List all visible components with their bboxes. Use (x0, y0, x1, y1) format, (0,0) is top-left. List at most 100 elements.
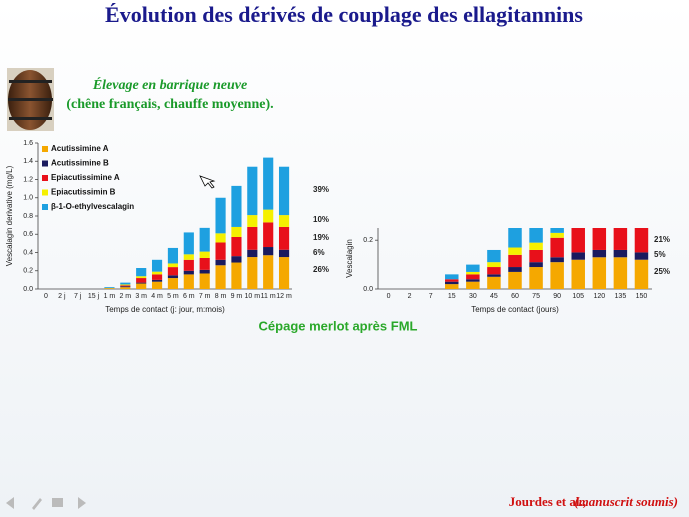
bar-segment (445, 281, 459, 285)
legend-swatch (42, 160, 48, 167)
bar-segment (529, 228, 543, 243)
nav-icons[interactable] (6, 497, 86, 510)
barrel-image (7, 68, 54, 131)
slide-title: Évolution des dérivés de couplage des el… (105, 2, 583, 27)
bar-segment (550, 262, 564, 289)
bar-segment (487, 276, 501, 289)
bar-segment (508, 228, 522, 248)
x-tick-label: 120 (593, 293, 605, 300)
x-tick-label: 0 (44, 293, 48, 300)
bar-segment (508, 247, 522, 255)
citation-authors: Jourdes et al., (509, 494, 586, 509)
bar-segment (183, 259, 194, 271)
bar-segment (215, 197, 226, 234)
bar-segment (466, 279, 480, 282)
x-tick-label: 2 (408, 293, 412, 300)
bar-segment (247, 257, 258, 289)
x-tick-label: 150 (636, 293, 648, 300)
bar-segment (613, 228, 628, 250)
bar-segment (199, 251, 210, 258)
annotation: 26% (313, 265, 329, 274)
x-tick-label: 45 (490, 293, 498, 300)
bar-segment (167, 247, 179, 264)
bar-segment (199, 273, 210, 289)
y-tick-label: 0.0 (363, 286, 373, 293)
bar-segment (104, 288, 115, 289)
bar-segment (231, 236, 242, 257)
bar-segment (487, 274, 501, 277)
bar-segment (199, 257, 210, 270)
bar-segment (136, 283, 147, 289)
caption: Cépage merlot après FML (259, 318, 418, 333)
bar-segment (278, 257, 290, 289)
x-tick-label: 4 m (151, 293, 163, 300)
bar-segment (120, 285, 131, 287)
y-axis-label: Vescalagin derivative (mg/L) (5, 165, 14, 266)
bar-segment (278, 166, 290, 216)
bar-segment (613, 257, 628, 289)
x-tick-label: 75 (532, 293, 540, 300)
bar-segment (151, 281, 163, 289)
bar-segment (136, 278, 147, 283)
bar-segment (151, 274, 163, 280)
bar-segment (466, 264, 480, 272)
x-tick-label: 2 j (58, 293, 66, 300)
bar-segment (151, 259, 163, 272)
bar-segment (183, 254, 194, 260)
bar-segment (120, 284, 131, 286)
annotation: 6% (313, 248, 325, 257)
subtitle-line-1: Élevage en barrique neuve (92, 76, 247, 93)
citation-note: (manuscrit soumis) (574, 494, 678, 509)
x-tick-label: 11 m (261, 293, 276, 300)
bar-segment (231, 185, 242, 227)
annotation: 39% (313, 185, 329, 194)
bar-segment (634, 259, 649, 289)
bar-segment (199, 269, 210, 274)
bar-segment (529, 262, 543, 268)
bar-segment (550, 232, 564, 238)
bar-segment (104, 287, 115, 289)
x-tick-label: 7 j (74, 293, 82, 300)
bar-segment (529, 242, 543, 250)
bar-segment (136, 282, 147, 284)
y-tick-label: 0.8 (23, 213, 33, 220)
legend-swatch (42, 146, 48, 152)
legend-label: Acutissimine B (51, 159, 109, 168)
bar-segment (167, 267, 179, 276)
bar-segment (231, 226, 242, 237)
x-tick-label: 9 m (231, 293, 243, 300)
bar-segment (247, 249, 258, 258)
bar-segment (247, 215, 258, 227)
bar-segment (508, 267, 522, 272)
y-tick-label: 1.4 (23, 158, 33, 165)
bar-segment (487, 249, 501, 263)
legend-swatch (42, 175, 48, 181)
bar-segment (183, 232, 194, 255)
bar-segment (231, 262, 242, 289)
annotation: 5% (654, 250, 666, 259)
bar-segment (278, 249, 290, 258)
bar-segment (199, 227, 210, 252)
bar-segment (263, 209, 274, 223)
bar-segment (508, 254, 522, 268)
x-tick-label: 15 j (88, 293, 100, 300)
legend-label: Epiacutissimine A (51, 173, 120, 182)
annotation: 25% (654, 267, 670, 276)
bar-segment (571, 259, 585, 289)
x-tick-label: 12 m (276, 293, 292, 300)
bar-segment (550, 257, 564, 263)
cursor (199, 175, 216, 189)
x-tick-label: 15 (448, 293, 456, 300)
x-tick-label: 8 m (215, 293, 227, 300)
x-axis-label: Temps de contact (j: jour, m:mois) (105, 305, 225, 314)
x-tick-label: 1 m (104, 293, 116, 300)
bar-segment (550, 237, 564, 258)
bar-segment (183, 274, 194, 289)
bar-segment (215, 233, 226, 243)
y-tick-label: 0.2 (363, 237, 373, 244)
x-tick-label: 105 (572, 293, 584, 300)
y-tick-label: 1.6 (23, 140, 33, 147)
legend-label: Epiacutissimin B (51, 188, 116, 197)
x-tick-label: 0 (387, 293, 391, 300)
bar-segment (263, 222, 274, 248)
